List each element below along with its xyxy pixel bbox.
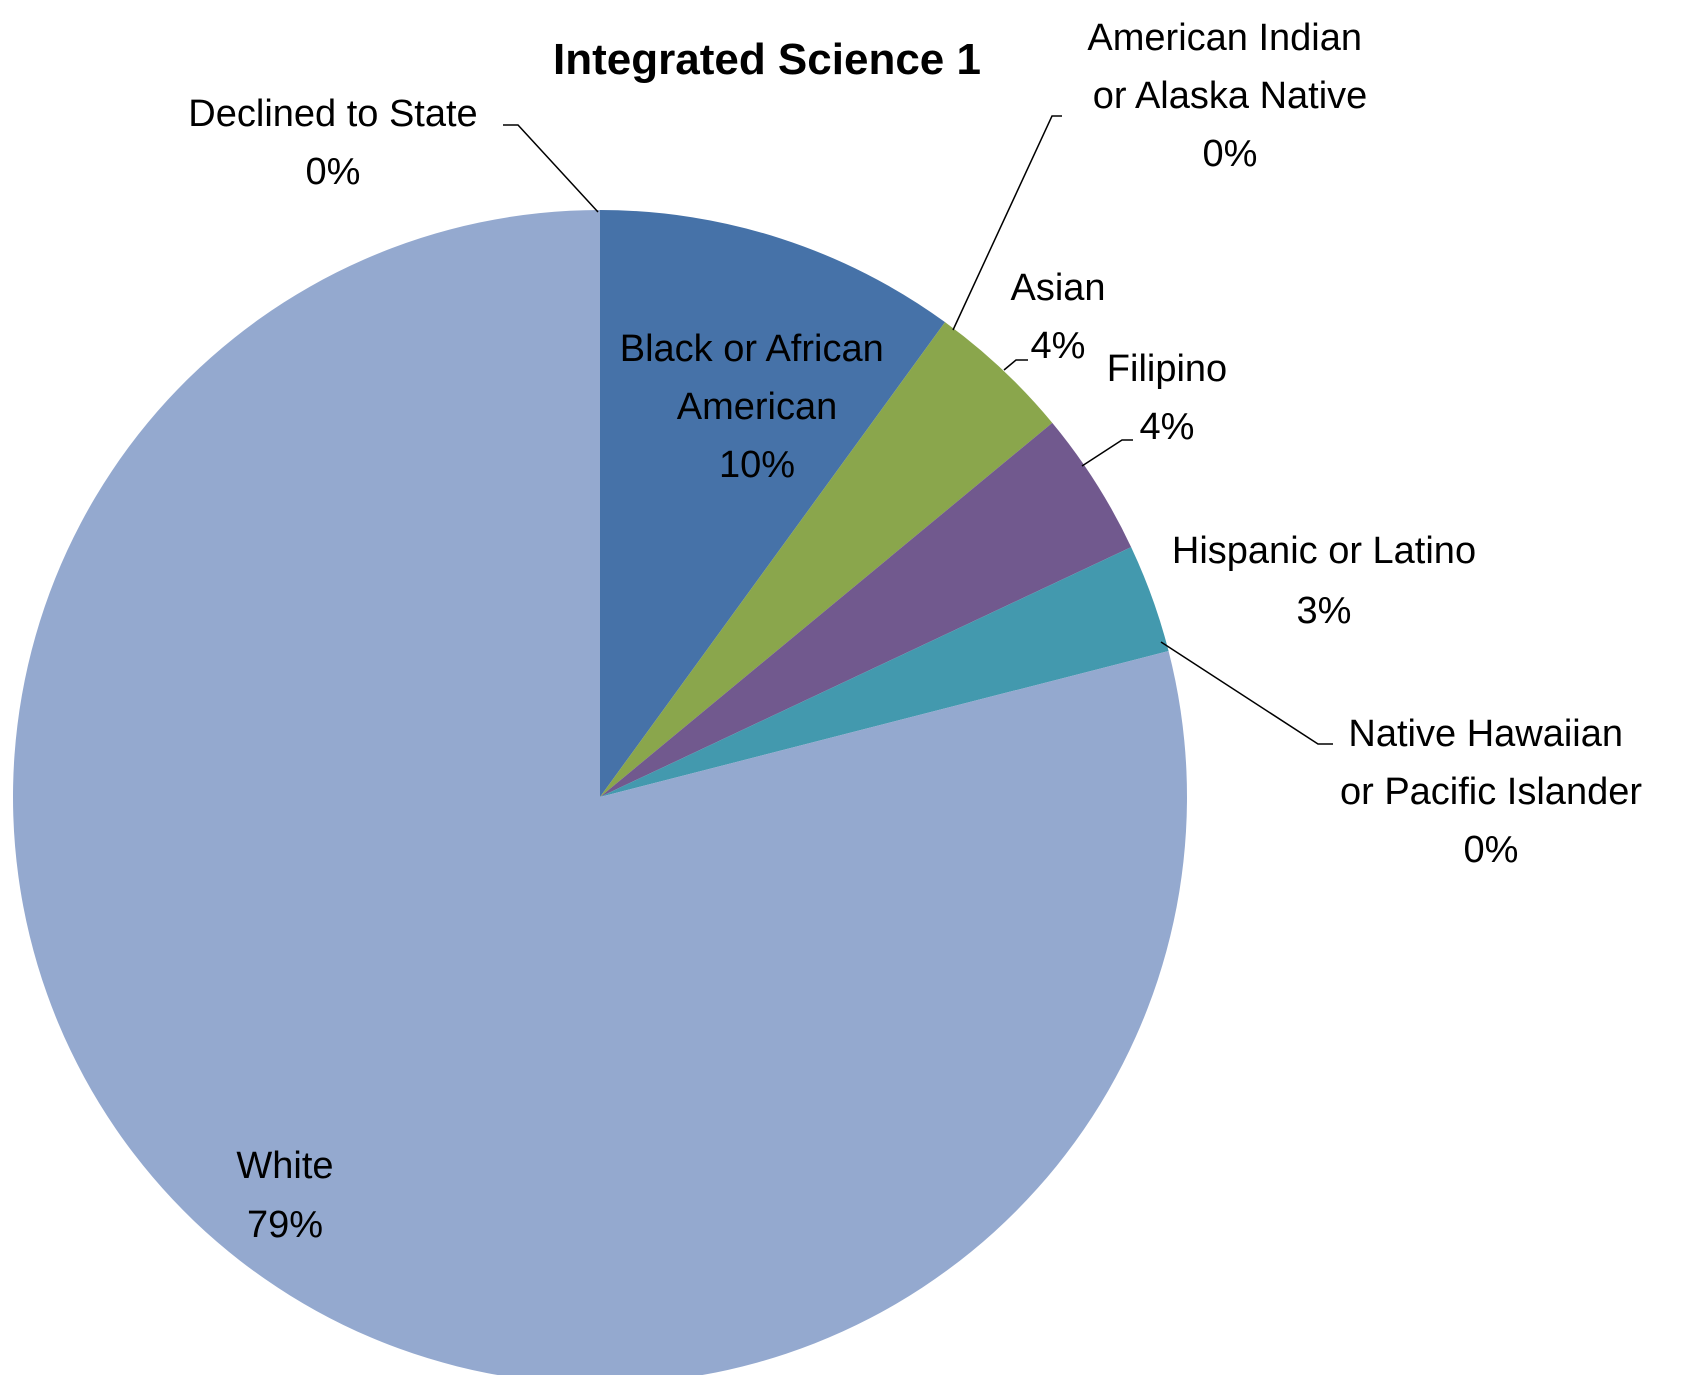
label-declined-to-state: Declined to State [188,93,477,135]
label-american-indian-line-1: American Indian [1087,17,1362,59]
slice-black-or-african-american [600,210,946,797]
chart-title: Integrated Science 1 [553,35,981,84]
leader-line-filipino [1081,439,1133,467]
slice-hispanic-or-latino [600,547,1169,797]
pct-hispanic-latino: 3% [1297,590,1352,632]
label-black-line-1: Black or African [620,328,884,370]
label-filipino: Filipino [1107,348,1227,390]
slice-asian [600,322,1053,797]
leader-line-hawaiian [1160,641,1333,745]
pct-white: 79% [247,1204,323,1246]
label-black-line-2: American [677,386,838,428]
label-american-indian: American Indian or Alaska Native [1087,17,1372,117]
slice-filipino [600,422,1132,797]
pct-asian: 4% [1031,325,1086,367]
label-black-african-american: Black or African American [620,328,895,428]
pct-filipino: 4% [1140,406,1195,448]
label-white: White [236,1145,333,1187]
leader-line-declined [503,124,599,213]
label-hawaiian-line-1: Native Hawaiian [1348,713,1623,755]
label-american-indian-line-2: or Alaska Native [1093,75,1368,117]
pie-slices [13,210,1187,1375]
pct-declined-to-state: 0% [306,151,361,193]
pct-black-african-american: 10% [719,444,795,486]
pct-american-indian: 0% [1203,133,1258,175]
label-hispanic-latino: Hispanic or Latino [1172,530,1476,572]
pct-native-hawaiian: 0% [1464,829,1519,871]
label-asian: Asian [1010,267,1105,309]
label-native-hawaiian: Native Hawaiian or Pacific Islander [1340,713,1642,813]
leader-line-american-indian [952,115,1062,331]
slice-white [13,210,1187,1375]
label-hawaiian-line-2: or Pacific Islander [1340,771,1642,813]
leader-line-asian [1003,359,1028,371]
